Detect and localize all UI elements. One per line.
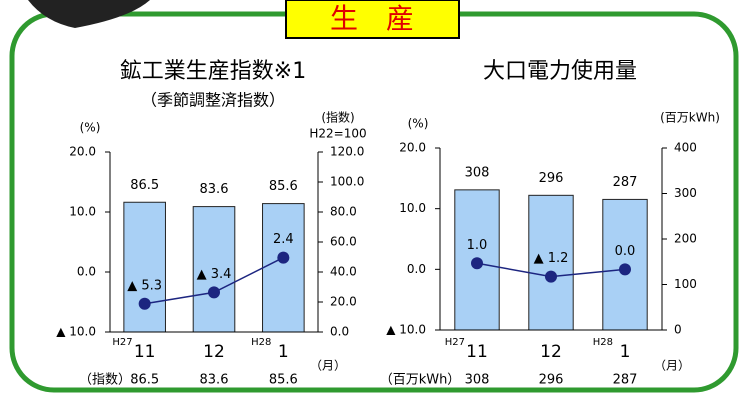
y-tick-label: ▲ 10.0 bbox=[386, 323, 426, 337]
line-value-label: ▲ 1.2 bbox=[534, 251, 569, 266]
chart-title: 鉱工業生産指数※1 bbox=[120, 59, 306, 84]
line-value-label: ▲ 5.3 bbox=[127, 278, 162, 293]
y2-axis-label: (百万kWh) bbox=[660, 111, 720, 125]
y-tick-label: 10.0 bbox=[399, 201, 426, 215]
x-prefix: H28 bbox=[593, 337, 613, 348]
line-point bbox=[619, 263, 631, 276]
line-value-label: 2.4 bbox=[273, 232, 294, 247]
x-tick-label: 12 bbox=[203, 342, 225, 362]
x-prefix: H27 bbox=[445, 337, 465, 348]
bar-value-label: 86.5 bbox=[130, 178, 159, 193]
x-tick-label: 1 bbox=[278, 342, 289, 362]
y2-tick-label: 0 bbox=[674, 323, 682, 337]
y2-axis-label: (指数) bbox=[321, 110, 354, 125]
y2-tick-label: 40.0 bbox=[330, 265, 357, 279]
y-axis-label: (%) bbox=[408, 117, 429, 131]
line-point bbox=[277, 251, 290, 264]
table-value: 296 bbox=[539, 373, 564, 388]
table-value: 83.6 bbox=[200, 373, 229, 388]
line-point bbox=[208, 286, 220, 299]
page-title: 生 産 bbox=[330, 2, 414, 35]
y-tick-label: 10.0 bbox=[69, 205, 96, 219]
y2-tick-label: 80.0 bbox=[330, 205, 357, 219]
title-box bbox=[285, 0, 460, 39]
table-value: 287 bbox=[613, 373, 638, 388]
bar-value-label: 287 bbox=[613, 175, 638, 190]
x-tick-label: 11 bbox=[134, 342, 156, 362]
x-axis-label: （月） bbox=[654, 359, 690, 373]
y2-tick-label: 400 bbox=[674, 141, 697, 155]
y2-tick-label: 60.0 bbox=[330, 235, 357, 249]
line-value-label: ▲ 3.4 bbox=[197, 267, 232, 282]
table-value: 86.5 bbox=[130, 373, 159, 388]
x-axis-label: （月） bbox=[310, 359, 346, 373]
table-value: 85.6 bbox=[269, 373, 298, 388]
y-tick-label: 0.0 bbox=[407, 262, 426, 276]
y2-tick-label: 0.0 bbox=[330, 325, 349, 339]
decoration bbox=[28, 0, 150, 28]
line-point bbox=[471, 257, 483, 270]
y-tick-label: 20.0 bbox=[399, 141, 426, 155]
y-axis-label: (%) bbox=[80, 121, 101, 135]
y2-tick-label: 100 bbox=[674, 277, 697, 291]
y2-tick-label: 100.0 bbox=[330, 175, 364, 189]
table-label: （指数） bbox=[79, 373, 131, 388]
bar bbox=[262, 203, 305, 333]
x-tick-label: 12 bbox=[540, 342, 562, 362]
bar-value-label: 83.6 bbox=[200, 182, 229, 197]
y2-axis-note: H22=100 bbox=[309, 127, 366, 141]
x-tick-label: 1 bbox=[620, 342, 631, 362]
y2-tick-label: 300 bbox=[674, 186, 697, 200]
y2-tick-label: 200 bbox=[674, 232, 697, 246]
y-tick-label: 20.0 bbox=[69, 145, 96, 159]
y-tick-label: 0.0 bbox=[77, 265, 96, 279]
line-value-label: 0.0 bbox=[615, 244, 636, 259]
bar-value-label: 296 bbox=[539, 171, 564, 186]
line-point bbox=[545, 270, 557, 283]
table-label: （百万kWh） bbox=[380, 373, 461, 388]
y2-tick-label: 20.0 bbox=[330, 295, 357, 309]
y-tick-label: ▲ 10.0 bbox=[56, 325, 96, 339]
table-value: 308 bbox=[465, 373, 490, 388]
bar bbox=[123, 201, 166, 333]
x-prefix: H27 bbox=[112, 337, 132, 348]
chart-subtitle: （季節調整済指数） bbox=[141, 91, 285, 110]
y2-tick-label: 120.0 bbox=[330, 145, 364, 159]
bar bbox=[528, 194, 574, 331]
x-prefix: H28 bbox=[251, 337, 271, 348]
x-tick-label: 11 bbox=[466, 342, 488, 362]
line-value-label: 1.0 bbox=[467, 238, 488, 253]
bar-value-label: 308 bbox=[465, 165, 490, 180]
line-point bbox=[138, 297, 151, 310]
chart-title: 大口電力使用量 bbox=[483, 59, 637, 84]
bar-value-label: 85.6 bbox=[269, 179, 298, 194]
